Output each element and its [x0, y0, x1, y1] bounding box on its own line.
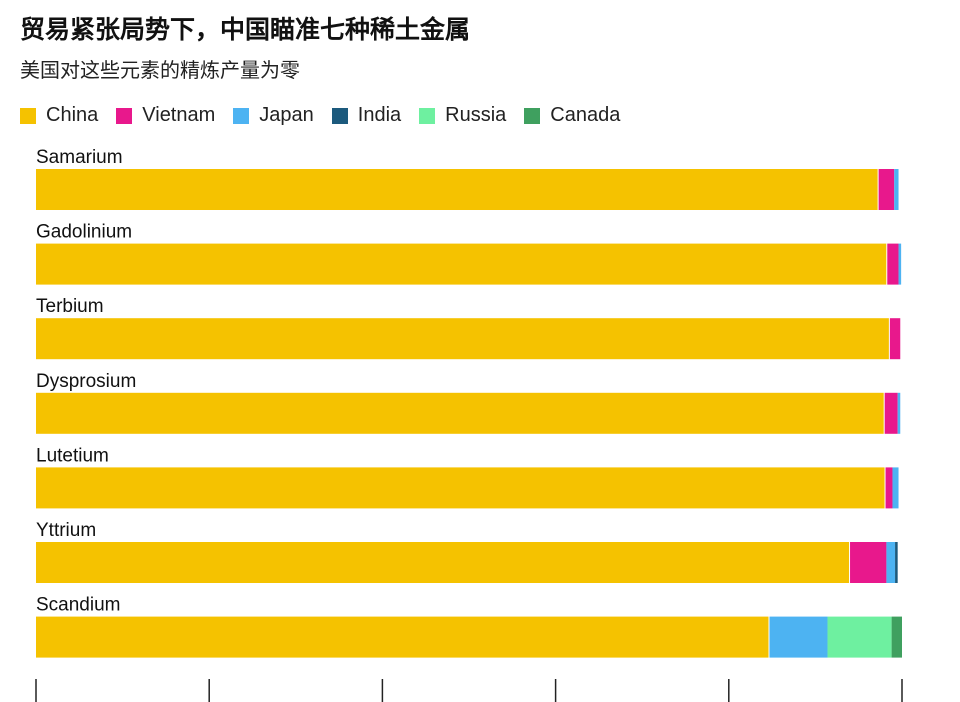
bar-lutetium-japan: [892, 467, 899, 509]
bar-scandium-russia: [827, 616, 892, 658]
bar-lutetium-china: [36, 467, 885, 509]
bar-yttrium-india: [895, 542, 898, 583]
chart-subtitle: 美国对这些元素的精炼产量为零: [20, 58, 300, 82]
legend-swatch-india: [331, 107, 348, 124]
legend-item-vietnam: Vietnam: [116, 104, 215, 127]
legend-item-china: China: [20, 104, 98, 127]
category-label-scandium: Scandium: [36, 595, 121, 616]
legend-swatch-vietnam: [116, 107, 133, 124]
bar-scandium-japan: [769, 616, 828, 658]
chart-legend: China Vietnam Japan India Russia Canada: [20, 104, 638, 127]
legend-item-russia: Russia: [419, 104, 506, 127]
legend-label-canada: Canada: [550, 104, 621, 126]
legend-item-japan: Japan: [233, 104, 314, 127]
legend-swatch-china: [20, 107, 36, 124]
bar-scandium-canada: [891, 616, 902, 658]
category-label-yttrium: Yttrium: [36, 520, 96, 541]
bar-gadolinium-china: [36, 243, 887, 285]
category-label-dysprosium: Dysprosium: [36, 371, 136, 392]
bar-yttrium-vietnam: [850, 542, 887, 583]
legend-label-china: China: [46, 104, 99, 126]
legend-item-canada: Canada: [524, 104, 620, 127]
bar-dysprosium-japan: [897, 392, 901, 434]
legend-swatch-russia: [419, 107, 436, 124]
bar-terbium-china: [36, 318, 889, 360]
category-label-terbium: Terbium: [36, 296, 104, 317]
bar-gadolinium-vietnam: [887, 243, 899, 285]
bar-samarium-vietnam: [878, 169, 895, 210]
bar-samarium-japan: [894, 169, 899, 210]
bar-dysprosium-china: [36, 392, 884, 434]
bar-terbium-vietnam: [889, 318, 901, 360]
bar-lutetium-vietnam: [885, 467, 893, 509]
bar-samarium-china: [36, 169, 878, 210]
legend-swatch-japan: [233, 107, 250, 124]
legend-swatch-canada: [524, 107, 541, 124]
bar-scandium-china: [36, 616, 769, 658]
legend-label-vietnam: Vietnam: [142, 104, 216, 126]
bar-yttrium-china: [36, 542, 850, 583]
bar-yttrium-japan: [886, 542, 896, 583]
bar-dysprosium-vietnam: [884, 392, 898, 434]
category-label-gadolinium: Gadolinium: [36, 222, 132, 243]
category-label-samarium: Samarium: [36, 147, 123, 168]
legend-label-japan: Japan: [259, 104, 314, 126]
legend-item-india: India: [331, 104, 402, 127]
chart-title: 贸易紧张局势下，中国瞄准七种稀土金属: [20, 15, 471, 44]
bar-gadolinium-japan: [898, 243, 902, 285]
legend-label-russia: Russia: [445, 104, 507, 126]
legend-label-india: India: [357, 104, 402, 126]
category-label-lutetium: Lutetium: [36, 445, 109, 466]
